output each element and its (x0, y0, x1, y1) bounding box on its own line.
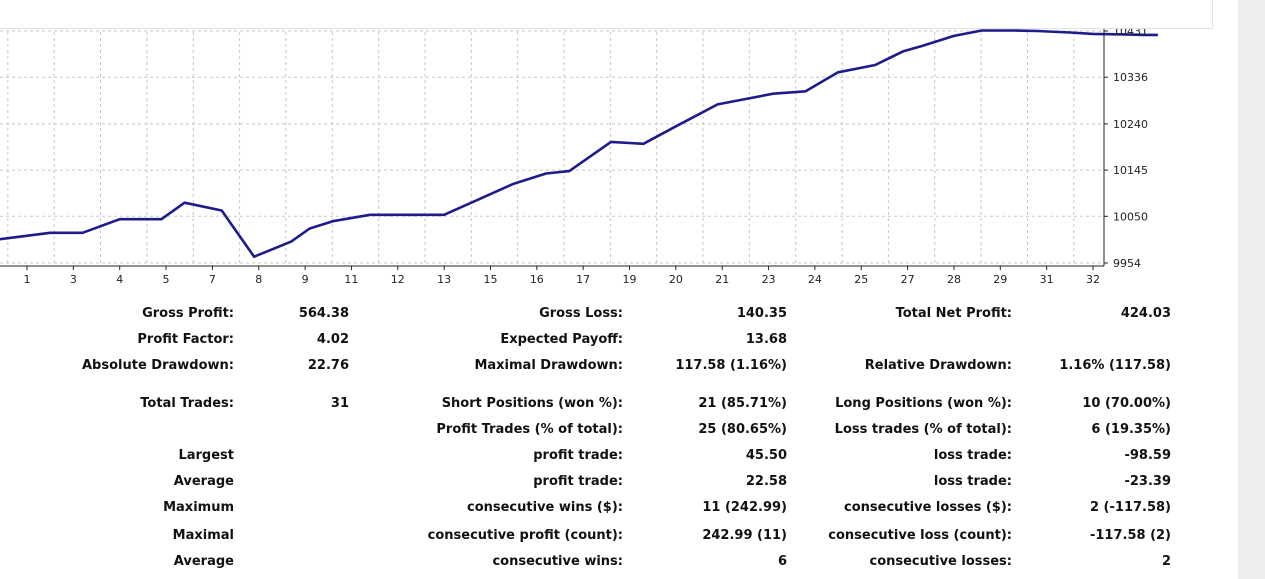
avg-consec-wins-value: 6 (777, 554, 787, 569)
long-positions-label: Long Positions (won %): (835, 396, 1012, 411)
long-positions-value: 10 (70.00%) (1082, 396, 1171, 411)
x-tick-label: 24 (808, 273, 822, 286)
x-tick-label: 23 (762, 273, 776, 286)
x-tick-label: 5 (163, 273, 170, 286)
chart-grid (0, 8, 1104, 266)
maximal-consec-profit-value: 242.99 (11) (702, 528, 787, 543)
maximum-label: Maximum (163, 500, 234, 515)
absolute-drawdown-label: Absolute Drawdown: (82, 358, 234, 373)
average-label: Average (173, 474, 234, 489)
y-tick-label: 10336 (1113, 71, 1148, 84)
x-tick-label: 16 (530, 273, 544, 286)
max-consec-losses-label: consecutive losses ($): (844, 500, 1012, 515)
y-tick-label: 10145 (1113, 164, 1148, 177)
average2-label: Average (173, 554, 234, 569)
average-profit-label: profit trade: (533, 474, 623, 489)
avg-consec-losses-label: consecutive losses: (869, 554, 1012, 569)
gross-profit-value: 564.38 (298, 306, 349, 321)
total-trades-label: Total Trades: (140, 396, 234, 411)
relative-drawdown-value: 1.16% (117.58) (1059, 358, 1171, 373)
total-net-profit-label: Total Net Profit: (895, 306, 1012, 321)
absolute-drawdown-value: 22.76 (307, 358, 349, 373)
x-tick-label: 12 (391, 273, 405, 286)
maximal-drawdown-label: Maximal Drawdown: (474, 358, 623, 373)
gross-loss-label: Gross Loss: (539, 306, 623, 321)
x-tick-label: 4 (116, 273, 123, 286)
largest-profit-label: profit trade: (533, 448, 623, 463)
profit-trades-label: Profit Trades (% of total): (436, 422, 623, 437)
total-net-profit-value: 424.03 (1120, 306, 1171, 321)
x-tick-label: 1 (24, 273, 31, 286)
profit-factor-label: Profit Factor: (137, 332, 234, 347)
max-consec-wins-value: 11 (242.99) (702, 500, 787, 515)
x-tick-label: 11 (344, 273, 358, 286)
x-tick-label: 31 (1040, 273, 1054, 286)
gross-profit-label: Gross Profit: (142, 306, 234, 321)
x-tick-label: 3 (70, 273, 77, 286)
x-tick-label: 9 (302, 273, 309, 286)
loss-trades-value: 6 (19.35%) (1091, 422, 1171, 437)
overlay-window-edge (0, 0, 1213, 29)
x-tick-label: 20 (669, 273, 683, 286)
chart-svg: 1 3 4 5 7 8 9 11 12 13 15 16 17 19 20 21 23 24 25 27 28 29 31 3… (0, 8, 1158, 286)
x-tick-label: 8 (255, 273, 262, 286)
x-tick-label: 32 (1086, 273, 1100, 286)
average-loss-label: loss trade: (933, 474, 1012, 489)
relative-drawdown-label: Relative Drawdown: (864, 358, 1012, 373)
avg-consec-wins-label: consecutive wins: (492, 554, 623, 569)
chart-series (0, 29, 1158, 259)
maximal-consec-loss-value: -117.58 (2) (1089, 528, 1171, 543)
maximal-consec-profit-label: consecutive profit (count): (427, 528, 623, 543)
y-tick-label: 10050 (1113, 210, 1148, 223)
y-tick-label: 9954 (1113, 257, 1141, 270)
x-tick-label: 19 (623, 273, 637, 286)
gross-loss-value: 140.35 (736, 306, 787, 321)
max-consec-wins-label: consecutive wins ($): (466, 500, 623, 515)
loss-trades-label: Loss trades (% of total): (834, 422, 1012, 437)
x-tick-label: 21 (715, 273, 729, 286)
largest-profit-value: 45.50 (745, 448, 787, 463)
x-tick-label: 25 (854, 273, 868, 286)
chart-axes: 1 3 4 5 7 8 9 11 12 13 15 16 17 19 20 21 23 24 25 27 28 29 31 3… (0, 8, 1148, 286)
profit-factor-value: 4.02 (316, 332, 349, 347)
balance-chart: 1 3 4 5 7 8 9 11 12 13 15 16 17 19 20 21 23 24 25 27 28 29 31 3… (0, 0, 1238, 290)
avg-consec-losses-value: 2 (1161, 554, 1171, 569)
max-consec-losses-value: 2 (-117.58) (1089, 500, 1171, 515)
largest-loss-value: -98.59 (1124, 448, 1171, 463)
x-tick-label: 7 (209, 273, 216, 286)
x-tick-label: 27 (901, 273, 915, 286)
x-tick-label: 15 (483, 273, 497, 286)
expected-payoff-value: 13.68 (745, 332, 787, 347)
maximal-consec-loss-label: consecutive loss (count): (828, 528, 1012, 543)
average-loss-value: -23.39 (1124, 474, 1171, 489)
profit-trades-value: 25 (80.65%) (698, 422, 787, 437)
largest-loss-label: loss trade: (933, 448, 1012, 463)
largest-label: Largest (178, 448, 234, 463)
maximal-label: Maximal (172, 528, 234, 543)
expected-payoff-label: Expected Payoff: (500, 332, 623, 347)
x-tick-label: 17 (576, 273, 590, 286)
balance-line (0, 29, 1158, 259)
average-profit-value: 22.58 (745, 474, 787, 489)
total-trades-value: 31 (330, 396, 349, 411)
x-tick-label: 28 (947, 273, 961, 286)
x-tick-label: 29 (993, 273, 1007, 286)
short-positions-value: 21 (85.71%) (698, 396, 787, 411)
y-tick-label: 10240 (1113, 118, 1148, 131)
x-tick-label: 13 (437, 273, 451, 286)
window-edge (1238, 0, 1265, 579)
maximal-drawdown-value: 117.58 (1.16%) (675, 358, 787, 373)
short-positions-label: Short Positions (won %): (441, 396, 623, 411)
report-stats: Gross Profit: 564.38 Gross Loss: 140.35 … (0, 296, 1238, 579)
